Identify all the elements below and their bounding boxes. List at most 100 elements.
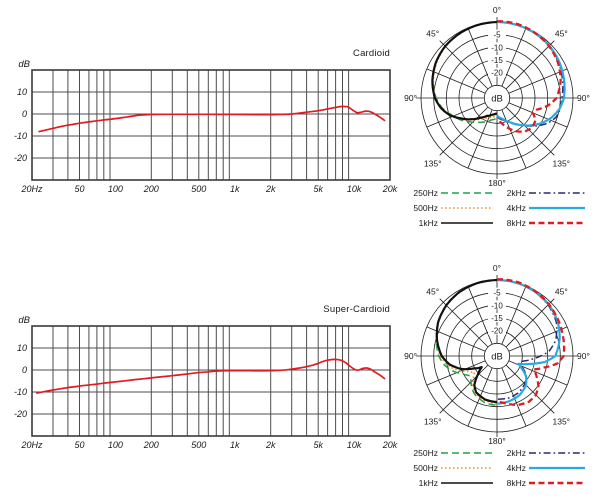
polar-series-8kHz	[496, 278, 566, 407]
polar-legend-top: 250Hz 500Hz 1kHz 2kHz 4kHz 8kHz	[404, 184, 604, 234]
supercardioid-response-chart: 10 0 -10 -20 dB 20Hz 50 100 200 500 1k 2k 5k 10k 20k	[0, 293, 400, 459]
x-tick-label: 10k	[347, 184, 362, 194]
angle-label-180: 180°	[488, 178, 506, 188]
angle-label-135: 135°	[424, 416, 442, 426]
x-tick-label: 5k	[313, 184, 323, 194]
ring-label-bg	[488, 42, 506, 52]
y-tick-label: -20	[14, 409, 27, 419]
center-db-label: dB	[491, 352, 503, 363]
polar-series-1kHz	[431, 20, 498, 121]
y-tick-label: -10	[14, 131, 27, 141]
angle-label-45: 45°	[426, 29, 439, 39]
x-tick-label: 50	[74, 440, 84, 450]
angle-label-90: 90°	[404, 93, 417, 103]
plot-border	[31, 325, 391, 437]
ring-db-label: -15	[491, 314, 503, 323]
x-tick-label: 20k	[382, 440, 398, 450]
polar-series-4kHz	[496, 278, 561, 405]
y-tick-label: 10	[17, 87, 27, 97]
y-axis-unit-label: dB	[18, 59, 30, 70]
legend-label-2kHz: 2kHz	[507, 188, 526, 198]
angle-label-180: 180°	[488, 436, 506, 446]
polar-series-2kHz	[496, 279, 558, 400]
polar-series-500Hz	[435, 279, 498, 405]
x-tick-label: 20Hz	[20, 440, 43, 450]
grid-lines	[31, 70, 391, 180]
polar-series-1kHz	[435, 278, 498, 404]
legend-label-1kHz: 1kHz	[419, 218, 438, 228]
angle-label-45: 45°	[555, 29, 568, 39]
response-title-cardioid: Cardioid	[353, 48, 390, 59]
ring-db-label: -20	[491, 327, 503, 336]
legend-label-500Hz: 500Hz	[413, 463, 438, 473]
response-title-supercardioid: Super-Cardioid	[323, 304, 390, 315]
x-tick-label: 100	[108, 440, 123, 450]
grid-lines	[31, 326, 391, 436]
legend-label-4kHz: 4kHz	[507, 463, 526, 473]
ring-db-label: -20	[491, 69, 503, 78]
x-tick-label: 20k	[382, 184, 398, 194]
ring-label-bg	[488, 287, 506, 297]
center-db-label: dB	[491, 94, 503, 105]
ring-db-label: -10	[491, 301, 503, 310]
angle-label-90: 90°	[577, 351, 590, 361]
ring-db-label: -15	[491, 56, 503, 65]
legend-label-8kHz: 8kHz	[507, 218, 526, 228]
ring-label-bg	[488, 325, 506, 335]
supercardioid-polar-chart: -5 -10 -15 -20 dB 0° 45° 45° 90° 90° 135° 135° 180°	[404, 258, 604, 450]
plot-border	[31, 69, 391, 181]
x-tick-label: 100	[108, 184, 123, 194]
legend-label-250Hz: 250Hz	[413, 448, 438, 458]
x-tick-label: 2k	[265, 440, 276, 450]
ring-db-label: -5	[493, 289, 501, 298]
polar-legend-bottom: 250Hz 500Hz 1kHz 2kHz 4kHz 8kHz	[404, 444, 604, 494]
angle-label-90: 90°	[404, 351, 417, 361]
cardioid_polar-svg: -5 -10 -15 -20 dB 0° 45° 45° 90° 90° 135° 135° 180°	[404, 5, 590, 188]
legend-label-1kHz: 1kHz	[419, 478, 438, 488]
ring-label-bg	[488, 55, 506, 64]
y-tick-label: -20	[14, 153, 27, 163]
angle-label-0: 0°	[493, 263, 501, 273]
legend-label-8kHz: 8kHz	[507, 478, 526, 488]
x-tick-label: 500	[191, 184, 206, 194]
polar-series-250Hz	[435, 279, 498, 407]
angle-label-135: 135°	[424, 158, 442, 168]
angle-label-45: 45°	[426, 287, 439, 297]
legend-label-2kHz: 2kHz	[507, 448, 526, 458]
ring-label-bg	[488, 300, 506, 310]
cardioid-polar-chart: -5 -10 -15 -20 dB 0° 45° 45° 90° 90° 135° 135° 180°	[404, 0, 604, 192]
x-tick-label: 10k	[347, 440, 362, 450]
angle-label-45: 45°	[555, 287, 568, 297]
x-tick-label: 500	[191, 440, 206, 450]
supercardioid_polar-svg: -5 -10 -15 -20 dB 0° 45° 45° 90° 90° 135° 135° 180°	[404, 263, 590, 446]
angle-label-135: 135°	[553, 416, 571, 426]
response-curve	[38, 105, 386, 133]
ring-db-label: -5	[493, 31, 501, 40]
center-db-circle	[483, 84, 511, 112]
cardioid-response-chart: 10 0 -10 -20 dB 20Hz 50 100 200 500 1k 2k 5k 10k 20k	[0, 37, 400, 203]
x-tick-label: 1k	[230, 440, 240, 450]
polar-series-8kHz	[496, 20, 562, 133]
x-tick-label: 5k	[313, 440, 323, 450]
legend-svg: 250Hz 500Hz 1kHz 2kHz 4kHz 8kHz	[413, 188, 585, 228]
y-tick-label: -10	[14, 387, 27, 397]
y-tick-label: 0	[22, 109, 27, 119]
angle-label-0: 0°	[493, 5, 501, 15]
angle-label-90: 90°	[577, 93, 590, 103]
legend-label-4kHz: 4kHz	[507, 203, 526, 213]
x-tick-label: 50	[74, 184, 84, 194]
ring-db-label: -10	[491, 43, 503, 52]
legend-svg: 250Hz 500Hz 1kHz 2kHz 4kHz 8kHz	[413, 448, 585, 488]
ring-label-bg	[488, 313, 506, 322]
y-tick-label: 10	[17, 343, 27, 353]
x-tick-label: 20Hz	[20, 184, 43, 194]
angle-label-135: 135°	[553, 158, 571, 168]
x-tick-label: 200	[143, 440, 159, 450]
legend-label-250Hz: 250Hz	[413, 188, 438, 198]
y-tick-label: 0	[22, 365, 27, 375]
response-curve	[36, 358, 386, 394]
center-db-circle	[483, 342, 511, 370]
